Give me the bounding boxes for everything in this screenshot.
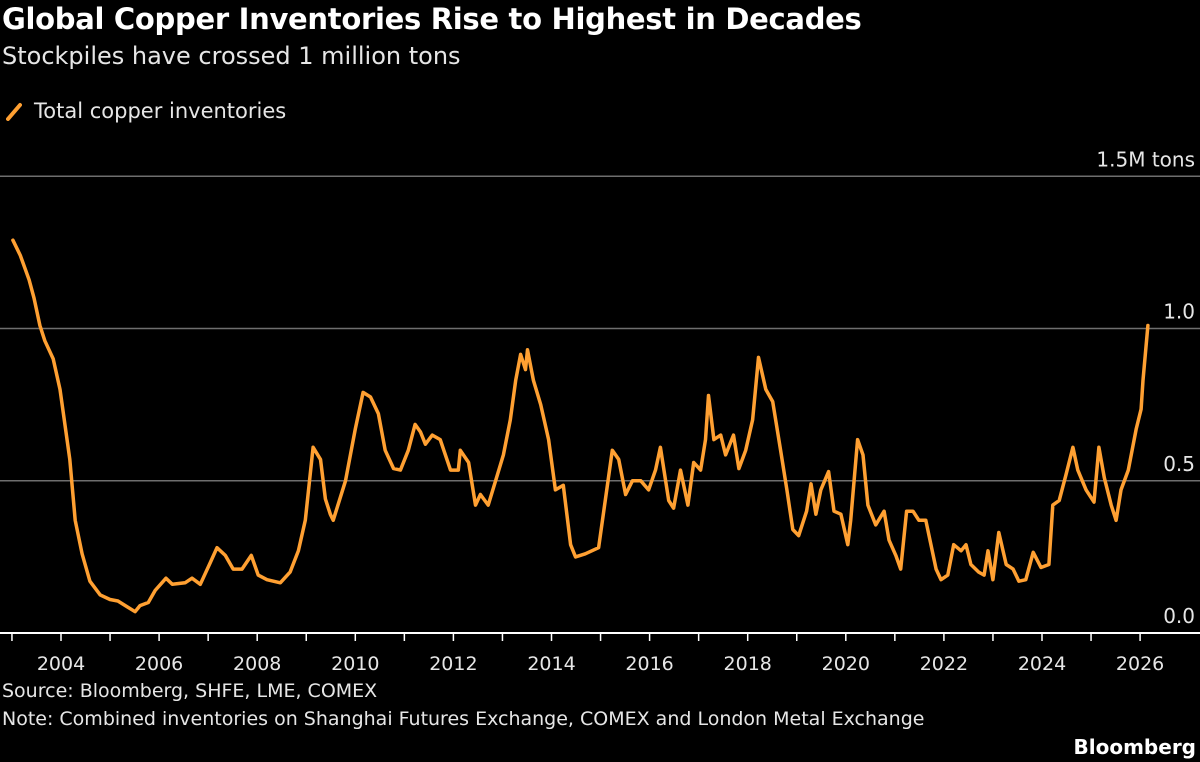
x-tick-label: 2004 [37,653,85,675]
y-tick-label: 0.5 [1163,452,1195,476]
bloomberg-logo: Bloomberg [1073,735,1196,759]
x-tick-label: 2024 [1018,653,1066,675]
x-tick-label: 2014 [527,653,575,675]
x-tick-label: 2006 [135,653,183,675]
source-text: Source: Bloomberg, SHFE, LME, COMEX [2,680,378,702]
chart-subtitle: Stockpiles have crossed 1 million tons [2,42,461,70]
legend-label: Total copper inventories [34,99,287,123]
note-text: Note: Combined inventories on Shanghai F… [2,708,925,730]
y-tick-label: 1.5M tons [1096,147,1195,171]
x-tick-label: 2020 [822,653,870,675]
x-tick-label: 2018 [724,653,772,675]
series-line-total-copper-inventories [11,238,1150,614]
y-tick-label: 0.0 [1163,604,1195,628]
legend: Total copper inventories [6,99,286,123]
x-tick-label: 2022 [920,653,968,675]
x-tick-label: 2026 [1116,653,1164,675]
chart-title: Global Copper Inventories Rise to Highes… [2,2,862,36]
x-tick-label: 2008 [233,653,281,675]
legend-line-icon [6,103,22,121]
y-tick-label: 1.0 [1163,300,1195,324]
x-tick-label: 2012 [429,653,477,675]
x-tick-label: 2010 [331,653,379,675]
x-tick-label: 2016 [625,653,673,675]
